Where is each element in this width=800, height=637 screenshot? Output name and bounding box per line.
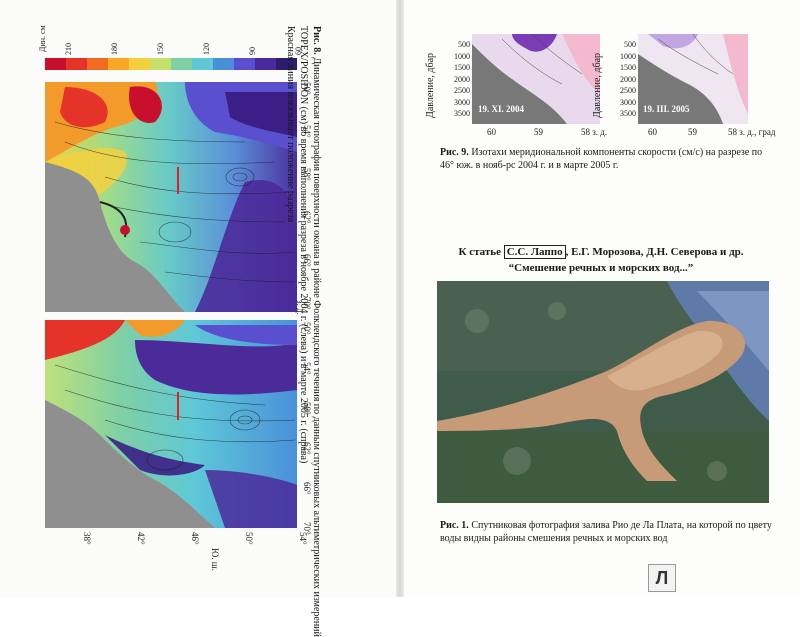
fig8-text-1: Динамическая топография поверхности океа… — [311, 57, 322, 637]
fig8-text-3: Красная линия показывает положение разре… — [285, 26, 296, 223]
fig9-y-label-1: Давление, дбар — [425, 52, 436, 118]
colorbar-segment — [255, 58, 277, 70]
colorbar-segment — [129, 58, 151, 70]
colorbar-segment — [45, 58, 67, 70]
colorbar-segment — [234, 58, 256, 70]
fig9-y-tick: 3000 — [620, 97, 636, 107]
fig8-text-2: TOPEX/POSIDON (см) во время выполнения р… — [298, 26, 309, 464]
fig9-y-tick: 2500 — [454, 86, 470, 95]
fig9-x-tick: 59 — [688, 127, 697, 137]
colorbar-segment — [213, 58, 235, 70]
article-title: “Смешение речных и морских вод...” — [508, 262, 694, 274]
book-spine — [396, 0, 404, 597]
fig9-y-tick: 1500 — [454, 63, 470, 72]
fig9-y-tick: 1000 — [454, 51, 470, 61]
fig9-y-tick: 2000 — [620, 74, 636, 84]
fig9-caption-label: Рис. 9. — [440, 147, 469, 158]
colorbar-tick: 90 — [248, 47, 257, 55]
lon-tick: 46° — [190, 532, 200, 545]
colorbar-tick: 180 — [110, 43, 119, 55]
fig1-caption-label: Рис. 1. — [440, 520, 469, 531]
colorbar-segment — [66, 58, 88, 70]
fig9-y-tick: 2000 — [454, 74, 470, 84]
fig1-caption: Рис. 1. Спутниковая фотография залива Ри… — [440, 519, 776, 545]
fig9-y-tick: 2500 — [620, 86, 636, 95]
ssh-map-november-2004 — [45, 82, 297, 312]
colorbar-tick: 210 — [64, 43, 73, 55]
fig9-y-tick: 500 — [624, 40, 636, 49]
fig9-caption-text: Изотахи меридиональной компоненты скорос… — [440, 147, 763, 171]
fig9-y-tick: 3500 — [454, 109, 470, 118]
fig9-caption: Рис. 9. Изотахи меридиональной компонент… — [440, 146, 770, 172]
fig9-y-label-2: Давление, дбар — [592, 52, 603, 118]
colorbar-title: Дин. см — [38, 25, 47, 52]
fig1-caption-text: Спутниковая фотография залива Рио де Ла … — [440, 520, 772, 544]
fig8-label: Рис. 8. — [311, 26, 322, 55]
other-authors: , Е.Г. Морозова, Д.Н. Северова и др. — [565, 246, 744, 258]
colorbar — [45, 58, 297, 70]
fig9-panel-nov-2004 — [472, 34, 600, 124]
article-heading: К статье С.С. Лаппо, Е.Г. Морозова, Д.Н.… — [402, 245, 800, 259]
ssh-map-march-2005 — [45, 320, 297, 528]
colorbar-segment — [108, 58, 130, 70]
fig9-panel-mar-2005 — [638, 34, 748, 124]
fig9-panel1-label: 19. XI. 2004 — [478, 104, 525, 114]
lon-tick: 38° — [82, 532, 92, 545]
lon-tick: 50° — [244, 532, 254, 545]
fig9-y-tick: 500 — [458, 40, 470, 49]
colorbar-segment — [87, 58, 109, 70]
fig9-x-tick: 59 — [534, 127, 543, 137]
colorbar-segment — [276, 58, 297, 70]
article-prefix: К статье — [458, 246, 501, 258]
fig9-x-tick: 58 з. д., град — [728, 127, 776, 137]
boxed-author: С.С. Лаппо — [503, 245, 566, 259]
fig9-y-tick: 1000 — [620, 51, 636, 61]
fig9-y-tick: 3000 — [454, 97, 470, 107]
fig8-caption: Рис. 8. Динамическая топография поверхно… — [284, 26, 323, 637]
colorbar-segment — [171, 58, 193, 70]
fig9-x-tick: 60 — [648, 127, 657, 137]
fig9-panel2-label: 19. III. 2005 — [643, 104, 690, 114]
lon-tick: 42° — [136, 532, 146, 545]
fig9-y-tick: 1500 — [620, 63, 636, 72]
fig9-x-tick: 60 — [487, 127, 496, 137]
colorbar-tick: 150 — [156, 43, 165, 55]
satellite-photo — [437, 281, 769, 503]
publisher-logo: Л — [648, 564, 676, 592]
fig9-x-tick: 58 з. д. — [581, 127, 608, 137]
logo-letter: Л — [655, 567, 669, 588]
fig9-y-tick: 3500 — [620, 109, 636, 118]
colorbar-segment — [150, 58, 172, 70]
colorbar-tick: 120 — [202, 43, 211, 55]
colorbar-segment — [192, 58, 214, 70]
lat-unit-label: Ю. ш. — [210, 548, 220, 571]
